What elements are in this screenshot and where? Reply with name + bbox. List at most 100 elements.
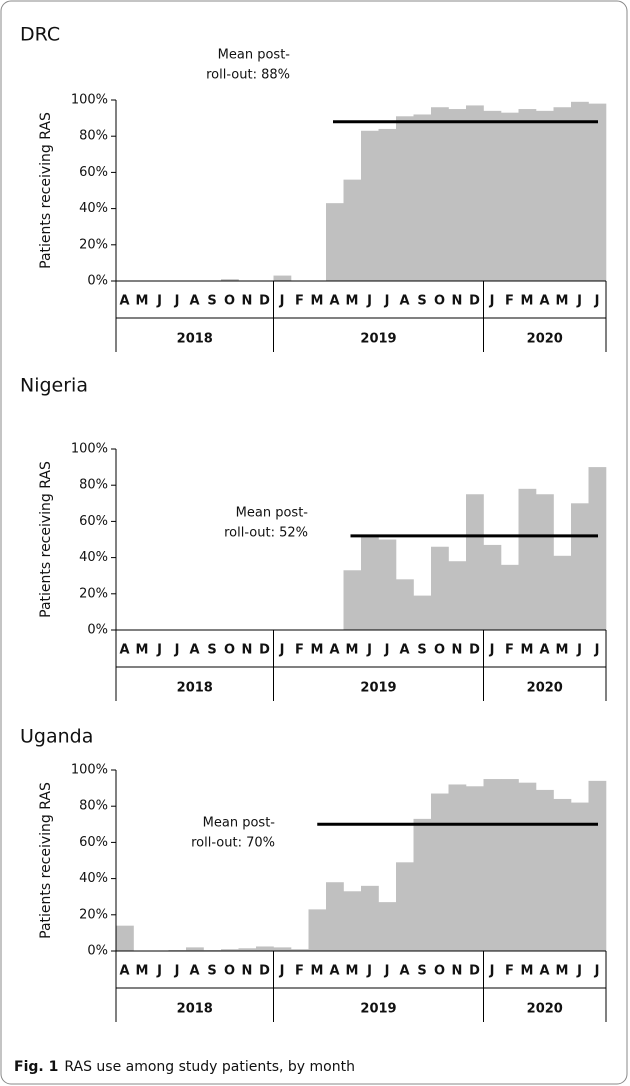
x-tick-label: M: [521, 294, 534, 309]
bar: [571, 503, 589, 630]
annotation: roll-out: 52%: [224, 526, 308, 541]
bar: [361, 535, 379, 630]
x-tick-label: O: [224, 643, 236, 658]
bar: [588, 103, 607, 282]
group-label: 2018: [177, 1002, 213, 1017]
x-tick-label: J: [366, 294, 372, 309]
bar: [378, 128, 397, 281]
bar: [501, 112, 519, 281]
x-tick-label: M: [346, 294, 359, 309]
group-label: 2018: [177, 681, 213, 696]
bar: [291, 949, 309, 951]
bar: [483, 110, 502, 281]
x-tick-label: J: [384, 294, 390, 309]
x-tick-label: A: [189, 964, 200, 979]
group-label: 2020: [527, 681, 563, 696]
bar: [186, 947, 204, 951]
caption: Fig. 1 RAS use among study patients, by m…: [14, 1059, 355, 1075]
x-tick-label: J: [489, 643, 495, 658]
bar: [256, 946, 274, 951]
x-tick-label: O: [434, 964, 446, 979]
x-tick-label: M: [556, 964, 569, 979]
bar: [536, 494, 554, 630]
bar: [466, 786, 484, 951]
x-tick-label: J: [384, 643, 390, 658]
bar: [501, 779, 519, 951]
bar: [518, 782, 537, 951]
bar: [361, 885, 379, 951]
x-tick-label: N: [452, 294, 463, 309]
x-tick-label: J: [156, 294, 162, 309]
group-label: 2020: [527, 332, 563, 347]
group-label: 2019: [360, 1002, 396, 1017]
bar: [378, 539, 397, 630]
x-tick-label: D: [259, 643, 270, 658]
x-tick-label: S: [417, 643, 427, 658]
x-tick-label: J: [594, 294, 600, 309]
bar: [273, 947, 292, 951]
bar: [466, 494, 484, 630]
y-tick-label: 20%: [79, 586, 108, 601]
bar: [413, 114, 432, 281]
x-tick-label: O: [434, 643, 446, 658]
bar: [536, 110, 554, 281]
y-tick-label: 100%: [71, 763, 108, 778]
x-tick-label: F: [505, 294, 514, 309]
annotation: Mean post-: [218, 48, 291, 63]
x-tick-label: J: [576, 643, 582, 658]
bar: [361, 130, 379, 281]
x-tick-label: J: [489, 294, 495, 309]
x-tick-label: D: [259, 294, 270, 309]
bar: [221, 279, 239, 281]
x-tick-label: A: [399, 643, 410, 658]
y-axis-label: Patients receiving RAS: [38, 782, 54, 939]
bar: [413, 818, 432, 951]
x-tick-label: M: [311, 964, 324, 979]
x-tick-label: J: [594, 964, 600, 979]
x-tick-label: N: [452, 964, 463, 979]
x-tick-label: M: [136, 294, 149, 309]
chart-title: DRC: [20, 24, 60, 46]
x-tick-label: A: [119, 294, 130, 309]
x-tick-label: A: [329, 964, 340, 979]
caption-label: Fig. 1: [14, 1059, 58, 1075]
x-tick-label: A: [189, 643, 200, 658]
x-tick-label: F: [505, 964, 514, 979]
x-tick-label: F: [505, 643, 514, 658]
x-tick-label: M: [346, 643, 359, 658]
y-tick-label: 60%: [79, 835, 108, 850]
x-tick-label: O: [224, 294, 236, 309]
x-tick-label: A: [329, 294, 340, 309]
bar: [343, 570, 362, 630]
bar: [518, 488, 537, 630]
bar: [413, 595, 432, 630]
x-tick-label: J: [366, 964, 372, 979]
bar: [553, 107, 572, 282]
x-tick-label: D: [259, 964, 270, 979]
bar: [448, 784, 467, 951]
x-tick-label: J: [174, 294, 180, 309]
x-tick-label: J: [576, 964, 582, 979]
bar: [553, 555, 572, 630]
y-tick-label: 0%: [87, 274, 108, 289]
y-tick-label: 100%: [71, 442, 108, 457]
x-tick-label: J: [384, 964, 390, 979]
x-tick-label: M: [346, 964, 359, 979]
annotation: Mean post-: [203, 816, 276, 831]
x-tick-label: A: [539, 964, 550, 979]
bar: [396, 579, 414, 630]
bar: [343, 179, 362, 281]
bar: [221, 949, 239, 951]
x-tick-label: S: [417, 294, 427, 309]
bar: [571, 802, 589, 951]
group-label: 2018: [177, 332, 213, 347]
group-label: 2020: [527, 1002, 563, 1017]
bar: [431, 793, 449, 951]
y-tick-label: 60%: [79, 165, 108, 180]
bar: [448, 561, 467, 630]
x-tick-label: A: [119, 643, 130, 658]
bar: [571, 101, 589, 281]
x-tick-label: S: [207, 643, 217, 658]
bar: [378, 902, 397, 951]
